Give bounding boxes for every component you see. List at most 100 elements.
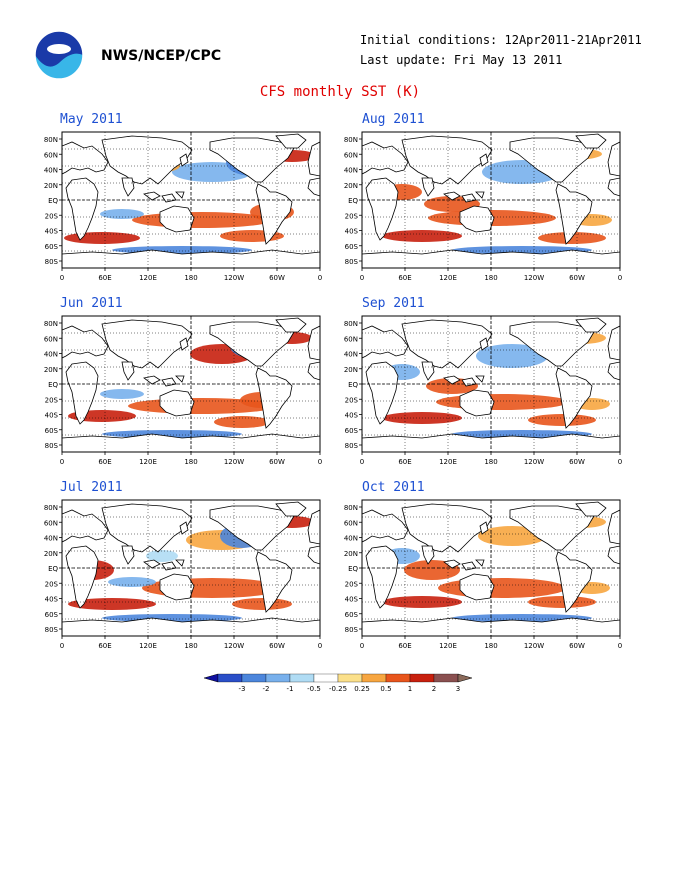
sst-anomaly-patch xyxy=(404,560,460,580)
colorbar-label: 1 xyxy=(408,685,412,692)
panel-title: Sep 2011 xyxy=(362,296,425,311)
panel-title: Jul 2011 xyxy=(60,480,123,495)
lat-tick-label: 60S xyxy=(45,427,59,435)
lat-tick-label: EQ xyxy=(48,381,58,389)
lon-tick-label: 120W xyxy=(524,642,544,650)
lat-tick-label: 20S xyxy=(345,212,359,220)
lon-tick-label: 60E xyxy=(398,458,411,466)
lat-tick-label: 40N xyxy=(344,535,358,543)
lat-tick-label: 60N xyxy=(344,335,358,343)
lat-tick-label: EQ xyxy=(48,197,58,205)
colorbar-swatch xyxy=(241,673,267,683)
lat-tick-label: 40S xyxy=(45,596,59,604)
sst-anomaly-patch xyxy=(100,389,144,399)
lat-tick-label: 20N xyxy=(344,366,358,374)
colorbar-high-arrow xyxy=(457,673,473,683)
colorbar-label: 0.25 xyxy=(354,685,370,692)
lon-tick-label: 120W xyxy=(224,642,244,650)
lon-tick-label: 0 xyxy=(618,274,622,282)
lon-tick-label: 120E xyxy=(139,274,157,282)
lon-tick-label: 180 xyxy=(184,274,197,282)
lat-tick-label: 80S xyxy=(45,626,59,634)
lat-tick-label: 60S xyxy=(45,611,59,619)
lon-tick-label: 0 xyxy=(618,642,622,650)
lon-tick-label: 60E xyxy=(98,274,111,282)
lon-tick-label: 120E xyxy=(139,642,157,650)
sst-anomaly-patch xyxy=(100,209,144,219)
colorbar-swatch xyxy=(265,673,291,683)
sst-anomaly-patch xyxy=(382,230,462,242)
lon-tick-label: 60W xyxy=(269,642,285,650)
lon-tick-label: 0 xyxy=(318,458,322,466)
lon-tick-label: 120E xyxy=(139,458,157,466)
agency-label: NWS/NCEP/CPC xyxy=(101,48,222,64)
lat-tick-label: 40S xyxy=(345,596,359,604)
lat-tick-label: 40N xyxy=(44,535,58,543)
lat-tick-label: 60S xyxy=(45,243,59,251)
lat-tick-label: 60S xyxy=(345,243,359,251)
lat-tick-label: 80S xyxy=(45,442,59,450)
lat-tick-label: 40S xyxy=(345,228,359,236)
lat-tick-label: EQ xyxy=(348,381,358,389)
colorbar-swatch xyxy=(433,673,459,683)
colorbar-label: -0.5 xyxy=(307,685,321,692)
lat-tick-label: 80S xyxy=(345,626,359,634)
sst-anomaly-patch xyxy=(528,414,596,426)
lon-tick-label: 0 xyxy=(618,458,622,466)
lon-tick-label: 120E xyxy=(439,642,457,650)
lat-tick-label: 60S xyxy=(345,611,359,619)
lon-tick-label: 0 xyxy=(60,642,64,650)
sst-anomaly-patch xyxy=(232,598,292,610)
lon-tick-label: 180 xyxy=(484,458,497,466)
lon-tick-label: 0 xyxy=(360,458,364,466)
sst-colorbar: -3 -2 -1 -0.5 -0.25 0.25 0.5 1 2 3 xyxy=(203,673,473,692)
lat-tick-label: 60S xyxy=(345,427,359,435)
lat-tick-label: 40S xyxy=(45,228,59,236)
lon-tick-label: 120E xyxy=(439,274,457,282)
lat-tick-label: 20S xyxy=(45,212,59,220)
lon-tick-label: 0 xyxy=(360,642,364,650)
lat-tick-label: EQ xyxy=(348,565,358,573)
last-update: Last update: Fri May 13 2011 xyxy=(360,53,563,67)
sst-anomaly-patch xyxy=(68,598,156,610)
lat-tick-label: 80S xyxy=(45,258,59,266)
lat-tick-label: 80N xyxy=(344,504,358,512)
colorbar-swatch xyxy=(217,673,243,683)
lon-tick-label: 0 xyxy=(360,274,364,282)
lat-tick-label: 40S xyxy=(345,412,359,420)
sst-anomaly-patch xyxy=(146,550,178,562)
lat-tick-label: 80S xyxy=(345,258,359,266)
colorbar-label: 3 xyxy=(456,685,460,692)
lon-tick-label: 60E xyxy=(98,458,111,466)
colorbar-label: 0.5 xyxy=(380,685,391,692)
lon-tick-label: 120W xyxy=(524,274,544,282)
panel-title: Aug 2011 xyxy=(362,112,425,127)
panel-title: May 2011 xyxy=(60,112,123,127)
colorbar-swatch xyxy=(289,673,315,683)
lat-tick-label: 60N xyxy=(44,335,58,343)
panel-title: Jun 2011 xyxy=(60,296,123,311)
lon-tick-label: 120W xyxy=(224,458,244,466)
lat-tick-label: 40N xyxy=(344,167,358,175)
lat-tick-label: 60N xyxy=(44,151,58,159)
colorbar-swatch xyxy=(385,673,411,683)
colorbar-swatch xyxy=(313,673,339,683)
lon-tick-label: 60W xyxy=(569,458,585,466)
sst-anomaly-patch xyxy=(528,596,596,608)
lon-tick-label: 0 xyxy=(60,458,64,466)
lon-tick-label: 60E xyxy=(398,274,411,282)
lat-tick-label: 20S xyxy=(45,396,59,404)
lon-tick-label: 60W xyxy=(269,458,285,466)
lat-tick-label: 80S xyxy=(345,442,359,450)
lat-tick-label: 20N xyxy=(44,182,58,190)
colorbar-swatch xyxy=(337,673,363,683)
colorbar-label: -3 xyxy=(239,685,246,692)
lat-tick-label: 80N xyxy=(44,320,58,328)
sst-anomaly-patch xyxy=(438,578,566,598)
lat-tick-label: 80N xyxy=(344,320,358,328)
